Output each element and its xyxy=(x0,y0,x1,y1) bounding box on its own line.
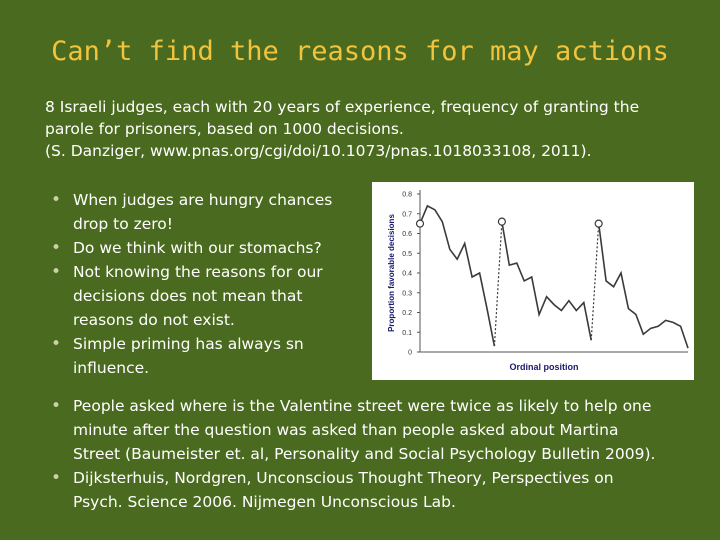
bullet-item: • People asked where is the Valentine st… xyxy=(45,394,695,466)
series-line xyxy=(597,223,689,349)
intro-line: parole for prisoners, based on 1000 deci… xyxy=(45,120,404,138)
break-connector xyxy=(590,223,600,341)
parole-chart: 0 0.1 0.2 0.3 0.4 0.5 0.6 0.7 0.8 Proportion favo… xyxy=(372,182,694,380)
bullet-line: reasons do not exist. xyxy=(73,311,235,329)
bullet-icon: • xyxy=(51,396,62,416)
intro-line: (S. Danziger, www.pnas.org/cgi/doi/10.10… xyxy=(45,142,592,160)
intro-text: 8 Israeli judges, each with 20 years of … xyxy=(45,96,685,162)
bullet-line: influence. xyxy=(73,359,150,377)
bullet-line: Street (Baumeister et. al, Personality a… xyxy=(73,445,656,463)
bullet-line: Dijksterhuis, Nordgren, Unconscious Thou… xyxy=(73,469,614,487)
bullet-icon: • xyxy=(51,190,62,210)
parole-chart-svg: 0 0.1 0.2 0.3 0.4 0.5 0.6 0.7 0.8 Proportion favo… xyxy=(387,190,689,372)
bullet-item: • Dijksterhuis, Nordgren, Unconscious Th… xyxy=(45,466,695,514)
bullet-line: Not knowing the reasons for our xyxy=(73,263,323,281)
bullet-icon: • xyxy=(51,334,62,354)
intro-line: 8 Israeli judges, each with 20 years of … xyxy=(45,98,640,116)
series-line xyxy=(419,204,496,347)
bullet-line: drop to zero! xyxy=(73,215,174,233)
y-axis-label: Proportion favorable decisions xyxy=(387,214,396,332)
bottom-bullet-list: • People asked where is the Valentine st… xyxy=(45,394,695,514)
bullet-item: • When judges are hungry chances drop to… xyxy=(45,188,375,236)
bullet-line: When judges are hungry chances xyxy=(73,191,333,209)
bullet-line: Psych. Science 2006. Nijmegen Unconsciou… xyxy=(73,493,456,511)
y-tick-label: 0.2 xyxy=(402,310,412,317)
break-marker xyxy=(415,219,425,228)
bullet-line: People asked where is the Valentine stre… xyxy=(73,397,652,415)
series-line xyxy=(501,221,592,341)
bullet-line: Do we think with our stomachs? xyxy=(73,239,322,257)
break-marker xyxy=(594,219,603,228)
left-bullet-list: • When judges are hungry chances drop to… xyxy=(45,188,375,380)
y-tick-label: 0.6 xyxy=(402,231,412,238)
y-tick-label: 0.5 xyxy=(402,251,412,258)
y-tick-label: 0.4 xyxy=(402,271,412,278)
bullet-line: decisions does not mean that xyxy=(73,287,303,305)
bullet-item: • Do we think with our stomachs? xyxy=(45,236,375,260)
bullet-line: Simple priming has always sn xyxy=(73,335,304,353)
y-tick-label: 0.8 xyxy=(402,192,412,199)
y-tick-label: 0.7 xyxy=(402,211,412,218)
bullet-item: • Not knowing the reasons for our decisi… xyxy=(45,260,375,332)
y-tick-label: 0.1 xyxy=(402,330,412,337)
break-connector xyxy=(493,221,503,347)
bullet-icon: • xyxy=(51,238,62,258)
x-axis-label: Ordinal position xyxy=(510,362,579,372)
break-marker xyxy=(497,217,506,226)
bullet-item: • Simple priming has always sn influence… xyxy=(45,332,375,380)
slide-title: Can’t find the reasons for may actions xyxy=(51,36,669,67)
y-tick-label: 0.3 xyxy=(402,290,412,297)
bullet-icon: • xyxy=(51,262,62,282)
y-tick-label: 0 xyxy=(408,350,412,357)
bullet-line: minute after the question was asked than… xyxy=(73,421,619,439)
bullet-icon: • xyxy=(51,468,62,488)
